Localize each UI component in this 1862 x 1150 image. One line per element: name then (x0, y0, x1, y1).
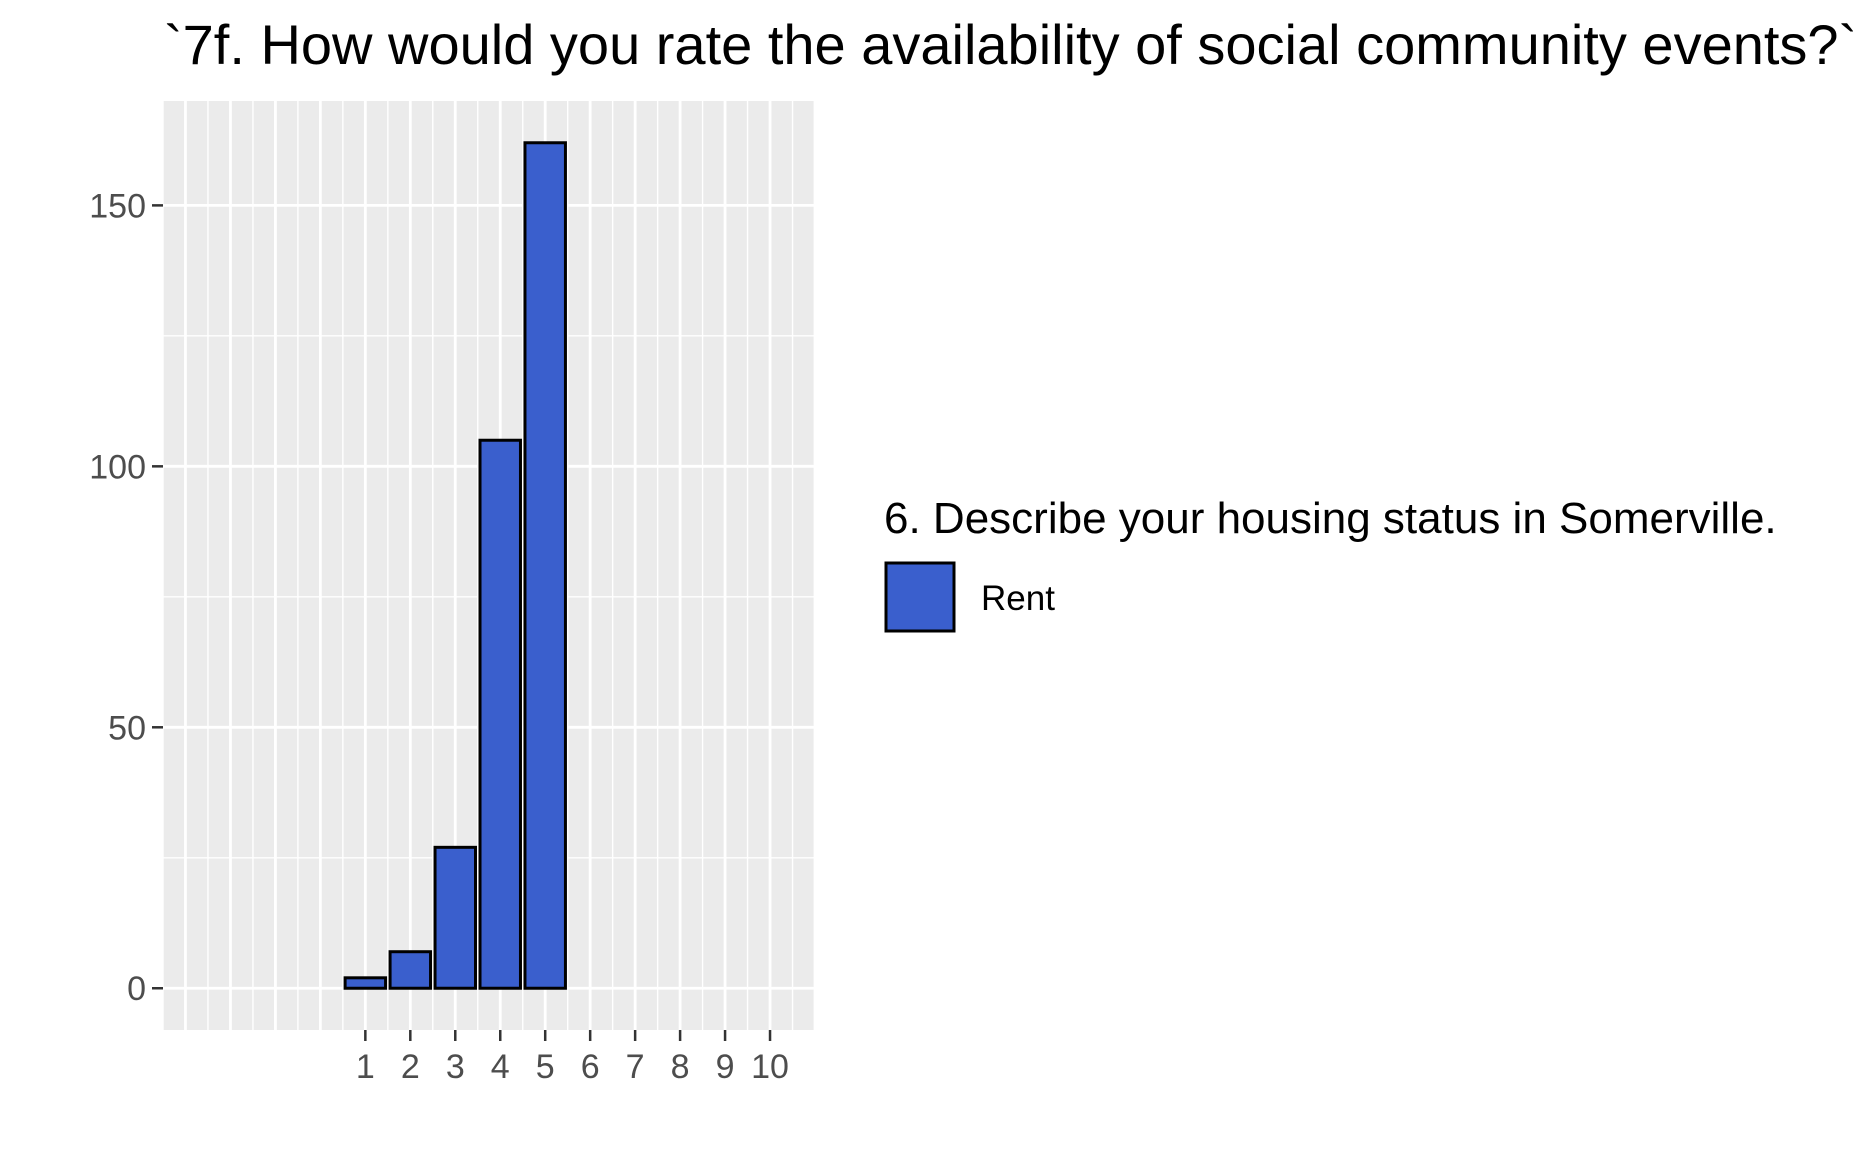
legend-label-rent: Rent (981, 579, 1055, 618)
bar-4 (478, 438, 522, 990)
x-tick-label: 8 (671, 1048, 690, 1086)
y-axis: 0 50 100 150 (89, 187, 163, 1008)
y-tick-label: 150 (89, 187, 146, 225)
legend-key-rent (884, 561, 956, 633)
x-tick-label: 6 (581, 1048, 600, 1086)
x-tick-label: 3 (446, 1048, 465, 1086)
y-tick-label: 0 (127, 970, 146, 1008)
chart-title: `7f. How would you rate the availability… (164, 13, 1857, 76)
x-tick-label: 1 (356, 1048, 375, 1086)
x-tick-label: 4 (491, 1048, 510, 1086)
y-tick-label: 100 (89, 448, 146, 486)
y-tick-label: 50 (108, 709, 146, 747)
bar-1 (343, 976, 388, 990)
bars (343, 141, 567, 990)
x-tick-label: 5 (536, 1048, 555, 1086)
legend-title: 6. Describe your housing status in Somer… (884, 494, 1777, 543)
bar-5 (523, 141, 567, 990)
x-axis: 1 2 3 4 5 6 7 8 9 10 (356, 1030, 789, 1086)
x-tick-label: 7 (626, 1048, 645, 1086)
x-tick-label: 10 (751, 1048, 789, 1086)
x-tick-label: 2 (401, 1048, 420, 1086)
bar-2 (388, 950, 433, 990)
bar-3 (433, 845, 478, 990)
grid-minor (162, 101, 815, 1030)
legend: 6. Describe your housing status in Somer… (884, 494, 1777, 633)
x-tick-label: 9 (716, 1048, 735, 1086)
